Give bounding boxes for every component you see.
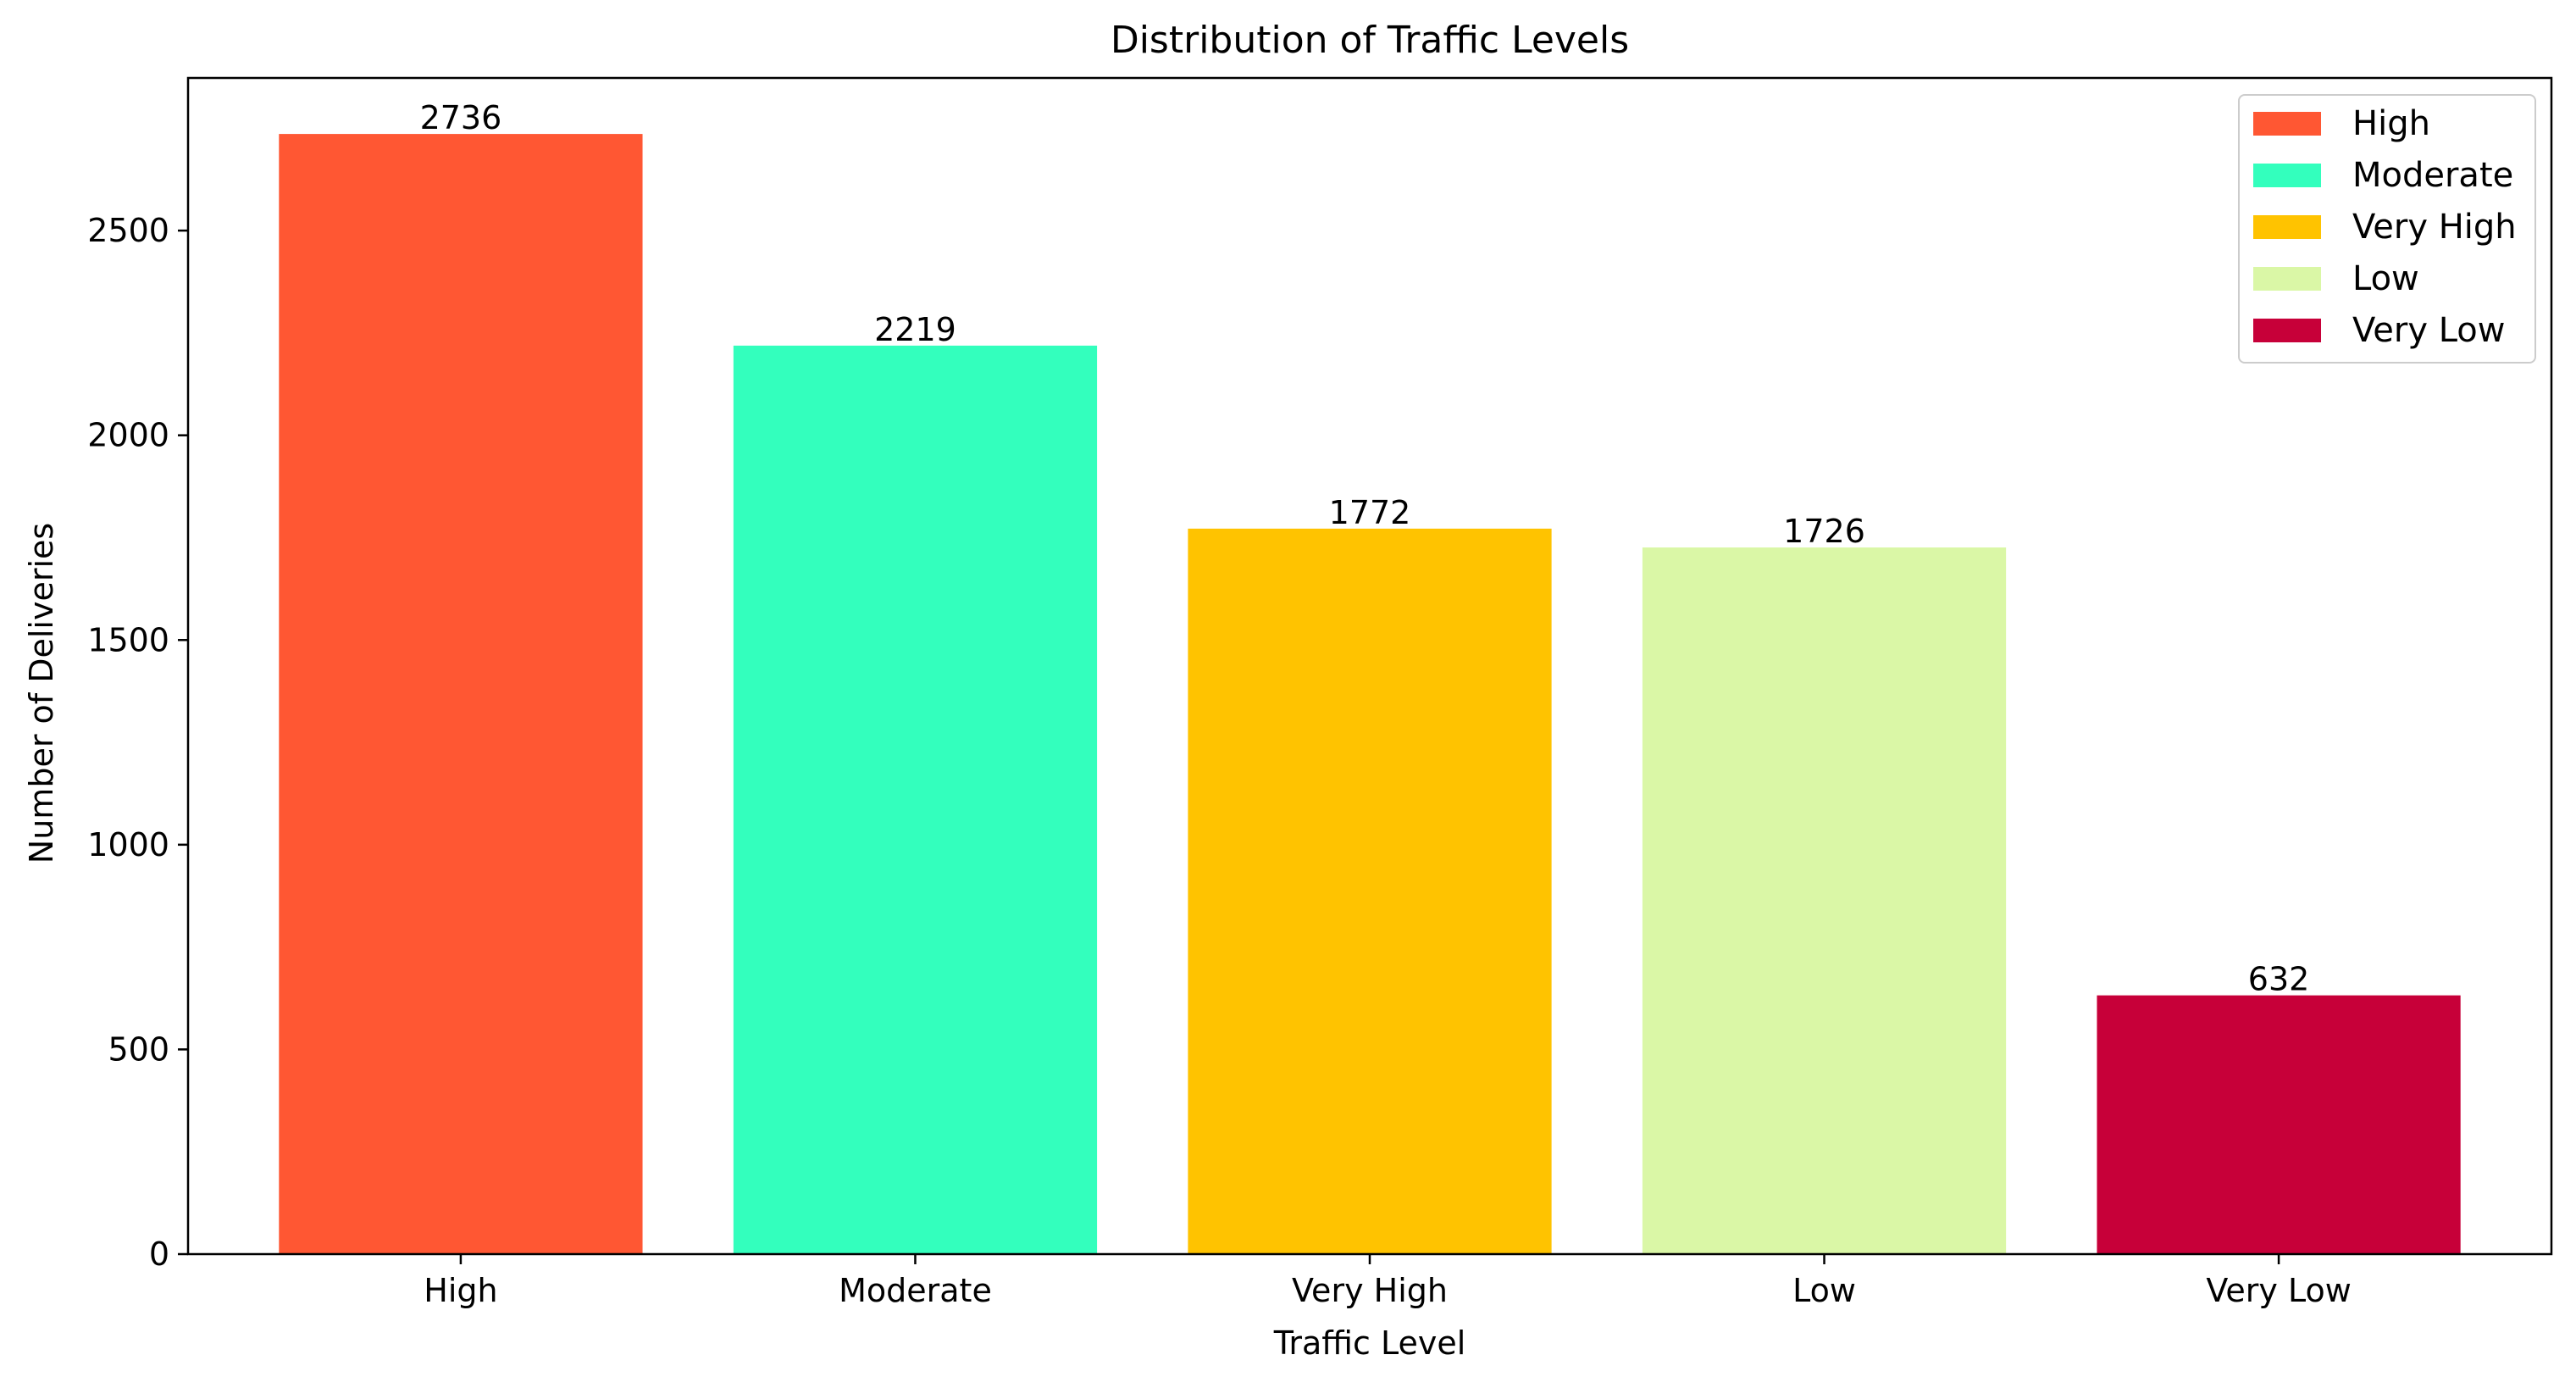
y-tick-label: 1500 (87, 621, 169, 658)
bar-moderate (733, 345, 1098, 1254)
x-tick-label: High (424, 1272, 497, 1309)
y-tick-label: 500 (108, 1030, 169, 1068)
value-label-very-low: 632 (2248, 961, 2310, 998)
x-tick-label: Very Low (2206, 1272, 2351, 1309)
x-axis-title: Traffic Level (1273, 1324, 1466, 1362)
legend-label-very-high: Very High (2352, 208, 2517, 247)
legend-entries: High Moderate Very High Low Very Low (2253, 104, 2517, 350)
bar-high (279, 134, 643, 1255)
value-label-high: 2736 (420, 99, 502, 136)
y-tick-label: 1000 (87, 826, 169, 863)
y-tick-label: 2000 (87, 417, 169, 454)
value-label-low: 1726 (1783, 513, 1865, 550)
bar-very-low (2097, 995, 2461, 1254)
legend-swatch-very-low (2253, 319, 2321, 342)
bar-low (1642, 547, 2007, 1254)
x-tick-label: Low (1792, 1272, 1856, 1309)
legend-swatch-high (2253, 112, 2321, 136)
y-axis-ticks: 0 500 1000 1500 2000 2500 (87, 212, 188, 1273)
chart-title: Distribution of Traffic Levels (1111, 19, 1629, 62)
legend-label-moderate: Moderate (2352, 156, 2513, 195)
legend: High Moderate Very High Low Very Low (2238, 94, 2536, 364)
y-tick-label: 0 (149, 1235, 169, 1273)
bars (279, 134, 2461, 1255)
legend-label-very-low: Very Low (2352, 311, 2505, 350)
y-axis-title: Number of Deliveries (23, 523, 60, 863)
legend-label-high: High (2352, 104, 2430, 143)
bar-very-high (1188, 528, 1552, 1254)
x-tick-label: Moderate (839, 1272, 992, 1309)
x-axis-ticks: High Moderate Very High Low Very Low (424, 1254, 2352, 1309)
y-tick-label: 2500 (87, 212, 169, 249)
value-label-very-high: 1772 (1329, 494, 1411, 531)
legend-swatch-very-high (2253, 215, 2321, 239)
value-label-moderate: 2219 (874, 311, 956, 348)
value-labels: 2736 2219 1772 1726 632 (420, 99, 2310, 998)
legend-label-low: Low (2352, 259, 2419, 298)
x-tick-label: Very High (1292, 1272, 1448, 1309)
legend-box (2238, 94, 2536, 364)
legend-swatch-moderate (2253, 164, 2321, 187)
legend-swatch-low (2253, 267, 2321, 291)
